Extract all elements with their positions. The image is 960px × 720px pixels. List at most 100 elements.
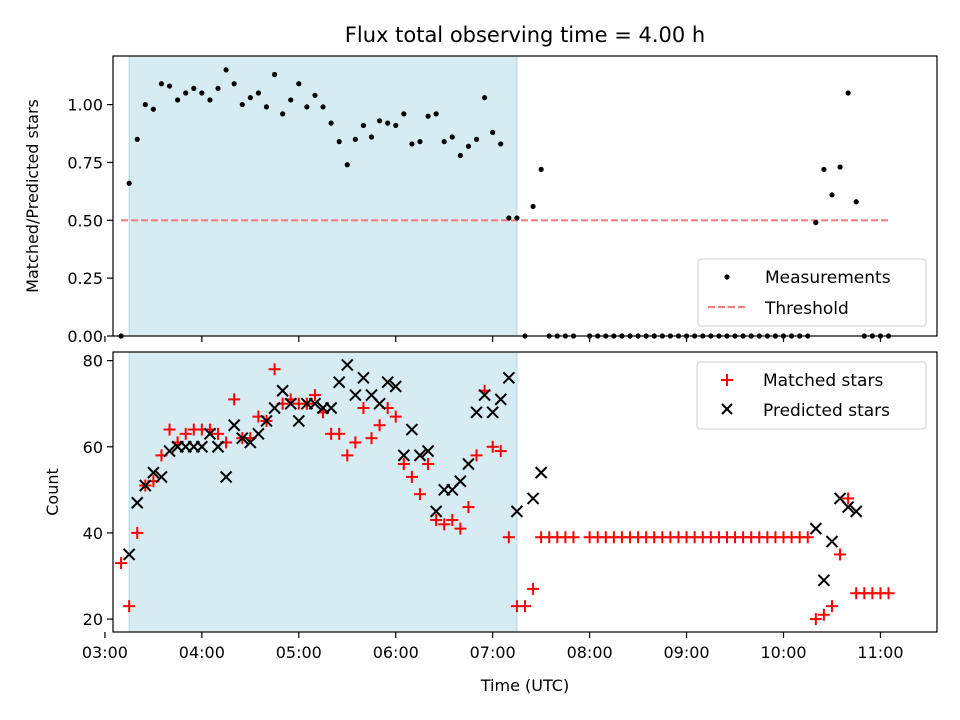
top-series-0-point-47 xyxy=(498,141,504,147)
bot-series-1-point-0 xyxy=(122,548,136,561)
bot-series-0-point-88 xyxy=(834,548,847,561)
bot-series-1 xyxy=(122,358,863,587)
bot-series-0-point-43 xyxy=(462,501,475,514)
bot-series-0-point-86 xyxy=(817,608,830,621)
top-series-0-point-25 xyxy=(320,104,326,110)
bot-series-1-point-12 xyxy=(219,470,233,484)
top-y-axis: 0.00 0.25 0.50 0.75 1.00 xyxy=(67,96,113,346)
top-panel: 0.00 0.25 0.50 0.75 1.00 Matched/Predicted s… xyxy=(23,55,938,346)
top-series-0-point-10 xyxy=(199,90,205,96)
bottom-y-axis: 20 40 60 80 xyxy=(83,352,113,629)
bot-series-0-point-24 xyxy=(308,389,321,402)
bot-series-0-point-38 xyxy=(422,458,435,470)
top-series-0-point-22 xyxy=(296,81,302,87)
top-series-0-point-46 xyxy=(490,129,496,135)
bot-series-0-point-51 xyxy=(527,582,540,595)
top-series-0-point-42 xyxy=(457,152,463,159)
top-series-0-point-6 xyxy=(166,83,173,89)
bot-series-1-point-13 xyxy=(227,419,241,432)
legend-threshold-label: Threshold xyxy=(764,299,849,319)
x-tick-label-4: 07:00 xyxy=(470,643,516,662)
bot-series-0-point-29 xyxy=(349,436,362,449)
legend-predicted-marker xyxy=(721,403,733,415)
top-y-tick-label-3: 0.75 xyxy=(67,153,103,172)
top-series-0-point-34 xyxy=(393,122,399,129)
bot-series-1-point-48 xyxy=(510,505,524,518)
top-series-0-point-38 xyxy=(425,113,431,119)
bot-y-tick-label-0: 20 xyxy=(83,610,103,629)
bot-series-1-point-9 xyxy=(195,440,209,453)
top-series-0-point-17 xyxy=(255,90,262,96)
top-series-0-point-5 xyxy=(158,81,165,87)
top-series-0-point-15 xyxy=(239,101,245,108)
top-series-0-point-28 xyxy=(344,162,350,168)
top-series-0-point-23 xyxy=(304,104,310,110)
bot-series-1-point-55 xyxy=(841,500,855,514)
top-series-0-point-40 xyxy=(441,139,447,145)
top-series-0-point-86 xyxy=(821,166,827,172)
top-series-0-point-24 xyxy=(312,92,318,98)
bottom-legend-box xyxy=(696,361,927,430)
top-series-0-point-32 xyxy=(376,118,383,124)
top-series-0-point-14 xyxy=(231,81,237,87)
bot-series-1-point-20 xyxy=(284,397,297,410)
bot-series-1-point-25 xyxy=(324,401,338,415)
bottom-y-axis-label: Count xyxy=(43,468,62,516)
bot-series-0-point-31 xyxy=(365,432,378,445)
top-series-0-point-11 xyxy=(207,97,213,103)
top-series-0-point-21 xyxy=(288,97,294,103)
bot-series-1-point-34 xyxy=(397,449,411,462)
legend-predicted-label: Predicted stars xyxy=(763,401,890,421)
top-y-axis-label: Matched/Predicted stars xyxy=(23,99,42,293)
top-series-0-point-18 xyxy=(263,104,270,110)
bot-series-1-point-37 xyxy=(421,444,435,458)
bot-series-0-point-30 xyxy=(357,402,370,414)
top-series-0-point-48 xyxy=(506,215,512,221)
bot-series-0-point-56 xyxy=(567,531,580,544)
bot-series-0-point-8 xyxy=(179,427,192,440)
top-series-0-point-49 xyxy=(514,215,520,221)
x-tick-label-5: 08:00 xyxy=(567,643,613,662)
bot-series-1-point-3 xyxy=(147,466,160,479)
x-tick-label-0: 03:00 xyxy=(82,643,128,662)
bot-series-0-point-0 xyxy=(115,557,128,570)
figure-title: Flux total observing time = 4.00 h xyxy=(345,23,705,47)
bot-series-0-point-34 xyxy=(389,410,402,423)
top-series-0-point-52 xyxy=(538,166,544,172)
top-series-0-point-44 xyxy=(473,136,480,142)
top-series-0-point-36 xyxy=(409,141,415,147)
bot-series-0-point-19 xyxy=(268,363,281,376)
top-shaded-span xyxy=(128,55,518,337)
bot-series-0-point-42 xyxy=(454,522,467,535)
x-tick-label-6: 09:00 xyxy=(664,643,710,662)
bot-series-0-point-35 xyxy=(397,458,410,470)
bot-series-1-point-1 xyxy=(131,496,144,509)
top-series-0-point-26 xyxy=(328,120,334,126)
x-axis-label: Time (UTC) xyxy=(480,676,569,695)
bot-series-1-point-26 xyxy=(332,375,346,389)
top-y-tick-label-2: 0.50 xyxy=(67,211,103,230)
top-series-0-point-29 xyxy=(352,136,358,142)
bot-series-1-point-41 xyxy=(454,475,467,488)
top-series-0-point-9 xyxy=(191,85,197,91)
bot-series-1-point-56 xyxy=(850,505,863,518)
bot-series-1-point-11 xyxy=(211,440,225,453)
top-series-0-point-37 xyxy=(417,139,423,145)
x-tick-label-8: 11:00 xyxy=(857,643,903,662)
top-series-0-point-85 xyxy=(813,220,819,226)
bottom-x-axis: 03:00 04:00 05:00 06:00 07:00 08:00 09:00 10:00… xyxy=(82,632,904,662)
bot-series-1-point-28 xyxy=(349,388,362,402)
legend-measurements-label: Measurements xyxy=(765,268,891,288)
top-series-0-point-2 xyxy=(134,136,140,142)
bot-series-0-point-85 xyxy=(809,613,822,626)
top-series-0-point-45 xyxy=(482,95,488,101)
bot-series-1-point-47 xyxy=(502,371,516,385)
top-x-ticks xyxy=(104,336,882,342)
top-series-0-point-39 xyxy=(433,111,439,117)
top-series-0-point-30 xyxy=(360,122,367,129)
bottom-points xyxy=(115,358,895,626)
top-y-tick-label-1: 0.25 xyxy=(67,269,103,288)
top-series-0-point-41 xyxy=(449,134,455,140)
bot-series-0-point-2 xyxy=(131,526,144,539)
